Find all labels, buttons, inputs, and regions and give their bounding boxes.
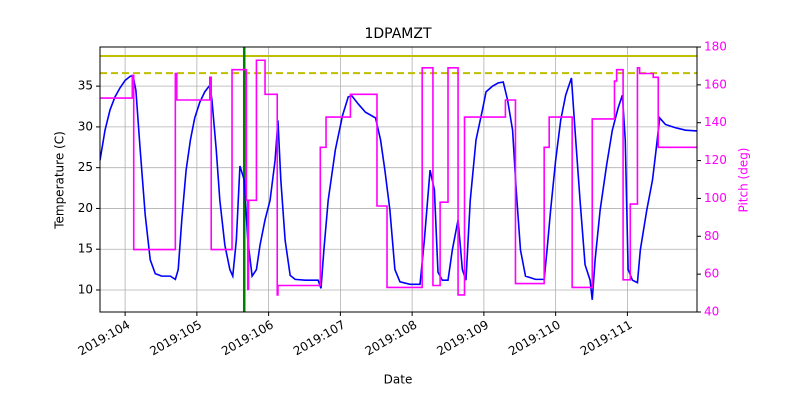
- y2-tick-label: 100: [704, 191, 727, 205]
- y-tick-label: 20: [78, 201, 93, 215]
- x-axis-label: Date: [384, 373, 413, 387]
- y-tick-label: 30: [78, 119, 93, 133]
- y-tick-label: 25: [78, 160, 93, 174]
- y2-tick-label: 180: [704, 40, 727, 54]
- y2-tick-label: 120: [704, 153, 727, 167]
- chart-title: 1DPAMZT: [364, 26, 431, 42]
- plot-area: [100, 47, 697, 312]
- y2-tick-label: 80: [704, 229, 719, 243]
- plot-frame: [99, 46, 698, 313]
- data-line: [100, 59, 697, 296]
- y-tick-label: 15: [78, 242, 93, 256]
- y2-tick-label: 160: [704, 77, 727, 91]
- data-line: [100, 74, 697, 300]
- y2-tick-label: 140: [704, 115, 727, 129]
- y-axis-label: Temperature (C): [53, 131, 67, 230]
- y-tick-label: 35: [78, 79, 93, 93]
- y2-tick-label: 60: [704, 267, 719, 281]
- y2-axis-label: Pitch (deg): [737, 147, 751, 212]
- y2-tick-label: 40: [704, 305, 719, 319]
- y-tick-label: 10: [78, 282, 93, 296]
